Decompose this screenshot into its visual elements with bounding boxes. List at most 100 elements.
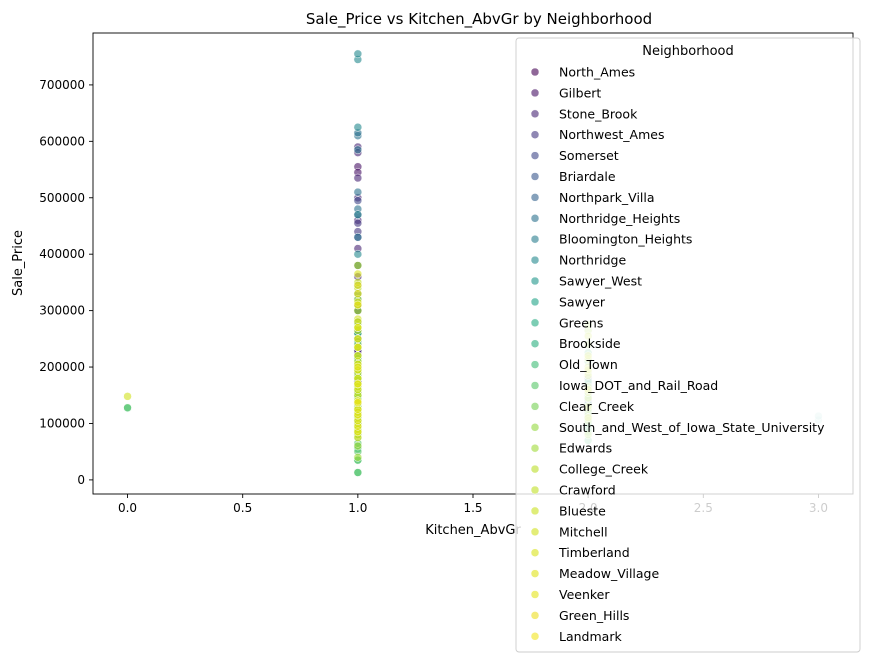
legend-marker [530, 193, 540, 202]
legend-marker [530, 276, 540, 286]
legend-item: Mitchell [530, 524, 608, 539]
data-point [123, 392, 132, 401]
legend-marker [530, 109, 540, 119]
legend-marker [530, 234, 540, 244]
legend-item: Crawford [530, 483, 616, 498]
x-axis-label: Kitchen_AbvGr [425, 523, 521, 538]
legend-item: Old_Town [530, 357, 618, 372]
y-tick-label: 700000 [39, 78, 85, 92]
legend-item: Timberland [530, 545, 630, 560]
legend-label: Meadow_Village [559, 566, 659, 581]
legend-label: Northridge [559, 253, 626, 268]
legend-label: Brookside [559, 336, 621, 351]
x-tick-label: 0.5 [233, 501, 252, 515]
legend-label: Mitchell [559, 524, 608, 539]
legend-marker [530, 569, 540, 578]
legend-item: Landmark [530, 629, 622, 644]
legend-marker [530, 590, 540, 599]
legend-marker [530, 297, 540, 307]
data-point [353, 196, 363, 205]
legend-marker [530, 67, 540, 77]
legend-box [515, 37, 861, 653]
legend-label: Northpark_Villa [559, 190, 655, 205]
data-point [353, 49, 363, 59]
y-tick-label: 200000 [39, 360, 85, 374]
legend-label: Briardale [559, 169, 616, 184]
legend-label: Gilbert [559, 85, 601, 100]
x-tick-label: 1.5 [463, 501, 482, 515]
legend-marker [530, 632, 540, 641]
legend-item: Green_Hills [530, 608, 629, 623]
legend-item: Greens [530, 315, 603, 330]
legend-item: Brookside [530, 336, 621, 351]
legend-label: Somerset [559, 148, 619, 163]
data-point [353, 362, 363, 372]
data-point [353, 187, 363, 197]
data-point [353, 398, 363, 407]
legend-label: Iowa_DOT_and_Rail_Road [559, 378, 718, 393]
legend: Neighborhood North_Ames Gilbert Stone_Broo… [515, 37, 861, 653]
legend-label: Landmark [559, 629, 622, 644]
chart-title: Sale_Price vs Kitchen_AbvGr by Neighborh… [306, 10, 652, 29]
data-point [353, 468, 363, 477]
legend-label: Timberland [558, 545, 630, 560]
data-point [353, 210, 363, 219]
legend-item: College_Creek [530, 462, 649, 477]
legend-item: Stone_Brook [530, 106, 638, 121]
data-point [353, 323, 363, 332]
legend-items: North_Ames Gilbert Stone_Brook Northwest_Am… [530, 65, 825, 644]
data-point [353, 441, 363, 451]
legend-label: Bloomington_Heights [559, 232, 692, 247]
y-tick-label: 100000 [39, 416, 85, 430]
legend-marker [530, 255, 540, 265]
legend-marker [530, 172, 540, 181]
legend-item: Somerset [530, 148, 619, 163]
data-point [353, 269, 363, 279]
legend-marker [530, 214, 540, 223]
legend-item: Northridge [530, 253, 626, 268]
y-axis: 0 100000 200000 300000 400000 500000 600000 700… [39, 78, 93, 487]
data-point [353, 289, 363, 298]
legend-label: Veenker [559, 587, 610, 602]
legend-label: Northridge_Heights [559, 211, 680, 226]
legend-label: Old_Town [559, 357, 618, 372]
legend-marker [530, 360, 540, 369]
legend-item: Edwards [530, 441, 612, 456]
legend-marker [530, 423, 540, 432]
legend-item: Veenker [530, 587, 610, 602]
legend-label: Edwards [559, 441, 612, 456]
data-point [353, 300, 363, 310]
legend-marker [530, 443, 540, 453]
data-point [353, 379, 363, 389]
legend-label: Sawyer_West [559, 274, 642, 289]
data-point [353, 122, 363, 132]
x-tick-label: 1.0 [348, 501, 367, 515]
y-tick-label: 500000 [39, 191, 85, 205]
legend-title: Neighborhood [642, 44, 734, 59]
legend-item: Clear_Creek [530, 399, 635, 414]
y-tick-label: 400000 [39, 247, 85, 261]
y-tick-label: 300000 [39, 304, 85, 318]
legend-item: Briardale [530, 169, 616, 184]
legend-label: Blueste [559, 503, 606, 518]
legend-label: Green_Hills [559, 608, 629, 623]
legend-label: Greens [559, 315, 603, 330]
legend-item: Iowa_DOT_and_Rail_Road [530, 378, 718, 393]
data-point [353, 249, 363, 259]
legend-item: Northwest_Ames [530, 127, 664, 142]
legend-marker [530, 464, 540, 474]
y-axis-label: Sale_Price [11, 230, 26, 296]
legend-item: South_and_West_of_Iowa_State_University [530, 420, 825, 435]
data-point [123, 403, 132, 412]
legend-item: Bloomington_Heights [530, 232, 692, 247]
legend-label: South_and_West_of_Iowa_State_University [559, 420, 825, 435]
legend-label: College_Creek [559, 462, 649, 477]
data-point [353, 218, 363, 228]
legend-item: North_Ames [530, 65, 635, 80]
data-point [353, 343, 363, 352]
legend-item: Northpark_Villa [530, 190, 655, 205]
x-tick-label: 0.0 [118, 501, 137, 515]
legend-item: Gilbert [530, 85, 601, 100]
data-point [353, 334, 363, 344]
